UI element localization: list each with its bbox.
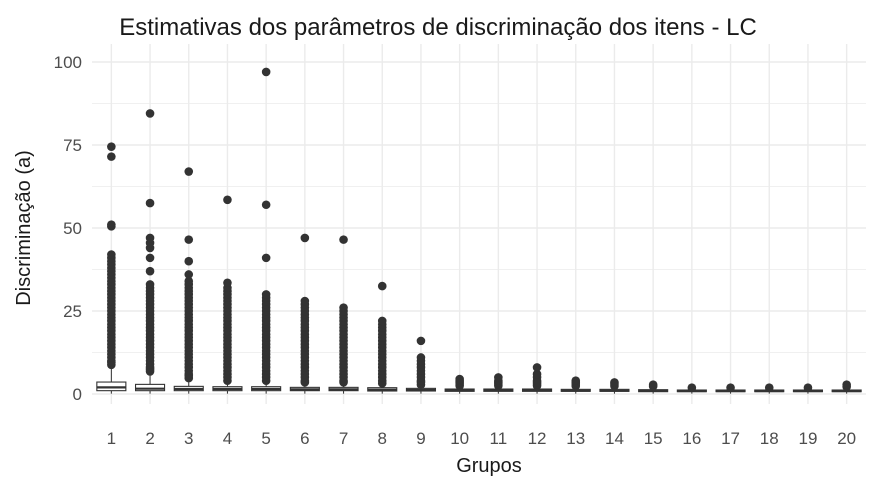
x-tick-label: 4 [223, 429, 232, 448]
x-tick-label: 17 [721, 429, 740, 448]
outlier-point [145, 109, 155, 118]
y-tick-label: 50 [63, 219, 82, 238]
y-tick-label: 0 [73, 385, 82, 404]
outlier-point [842, 380, 851, 390]
y-tick-label: 25 [63, 302, 82, 321]
x-tick-label: 11 [490, 429, 508, 448]
x-tick-label: 7 [339, 429, 348, 448]
box-group-11 [483, 373, 514, 394]
outlier-point [687, 383, 697, 392]
box-group-16 [676, 383, 707, 394]
box-group-14 [599, 378, 630, 394]
box-group-1 [96, 142, 127, 394]
x-axis-title: Grupos [456, 455, 522, 477]
box-group-8 [367, 281, 398, 394]
x-tick-label: 2 [145, 429, 154, 448]
x-tick-label: 16 [682, 429, 701, 448]
grid-lines [92, 44, 866, 404]
outlier-point [223, 195, 232, 205]
box-group-18 [754, 383, 785, 394]
outlier-point [145, 253, 155, 263]
outlier-point [416, 336, 426, 346]
box-group-5 [251, 67, 282, 394]
box-group-17 [715, 383, 746, 394]
box-group-20 [831, 380, 862, 394]
outlier-point [261, 290, 271, 299]
box-group-4 [212, 195, 243, 394]
box-group-15 [638, 380, 669, 394]
outlier-point [377, 316, 387, 326]
outlier-point [145, 266, 155, 276]
outlier-point [145, 280, 155, 289]
boxes-layer [96, 67, 862, 394]
x-tick-label: 5 [261, 429, 270, 448]
outlier-point [107, 250, 116, 259]
x-axis-tick-labels: 1 2 3 4 5 6 7 8 9 10 11 12 13 14 15 16 17 18 19 20 [107, 429, 856, 448]
box-group-19 [792, 383, 824, 394]
x-tick-label: 8 [378, 429, 387, 448]
outlier-point [107, 220, 116, 229]
box-group-10 [444, 374, 475, 394]
x-tick-label: 12 [528, 429, 547, 448]
outlier-point [300, 233, 310, 243]
x-tick-label: 19 [798, 429, 817, 448]
box-group-12 [521, 363, 553, 394]
outlier-point [455, 374, 464, 384]
y-axis-title: Discriminação (a) [13, 150, 35, 306]
y-tick-label: 75 [63, 136, 82, 155]
x-tick-label: 15 [644, 429, 663, 448]
box-group-6 [289, 233, 320, 394]
x-tick-label: 14 [605, 429, 624, 448]
y-axis-tick-labels: 0 25 50 75 100 [54, 53, 82, 404]
outlier-point [532, 363, 542, 372]
outlier-point [532, 369, 542, 379]
x-tick-label: 10 [450, 429, 469, 448]
box-group-3 [173, 167, 204, 394]
x-tick-label: 9 [416, 429, 425, 448]
outlier-point [339, 303, 348, 312]
outlier-point [261, 67, 271, 77]
outlier-point [184, 276, 194, 286]
outlier-point [377, 281, 387, 291]
chart-title: Estimativas dos parâmetros de discrimina… [119, 14, 757, 41]
outlier-point [184, 256, 194, 266]
outlier-point [145, 198, 155, 208]
box-group-9 [405, 336, 437, 394]
outlier-point [184, 167, 194, 176]
outlier-point [726, 383, 735, 392]
outlier-point [764, 383, 774, 392]
outlier-point [494, 373, 503, 382]
outlier-point [184, 235, 194, 244]
x-tick-label: 3 [184, 429, 193, 448]
x-tick-label: 6 [300, 429, 309, 448]
outlier-point [261, 253, 271, 263]
outlier-point [300, 296, 310, 306]
x-tick-label: 20 [837, 429, 856, 448]
box-group-2 [134, 109, 166, 394]
outlier-point [145, 233, 155, 243]
outlier-point [107, 142, 116, 151]
x-tick-label: 1 [107, 429, 116, 448]
y-tick-label: 100 [54, 53, 82, 72]
outlier-point [261, 200, 271, 210]
outlier-point [803, 383, 813, 392]
x-tick-label: 18 [760, 429, 779, 448]
outlier-point [107, 152, 116, 161]
box-group-7 [328, 235, 359, 394]
outlier-point [648, 380, 658, 390]
outlier-point [223, 278, 232, 288]
outlier-point [571, 376, 581, 386]
outlier-point [184, 270, 194, 279]
box [134, 383, 166, 392]
x-tick-label: 13 [566, 429, 585, 448]
outlier-point [416, 353, 426, 362]
outlier-point [610, 378, 619, 387]
outlier-point [339, 235, 348, 244]
box-group-13 [560, 376, 591, 394]
